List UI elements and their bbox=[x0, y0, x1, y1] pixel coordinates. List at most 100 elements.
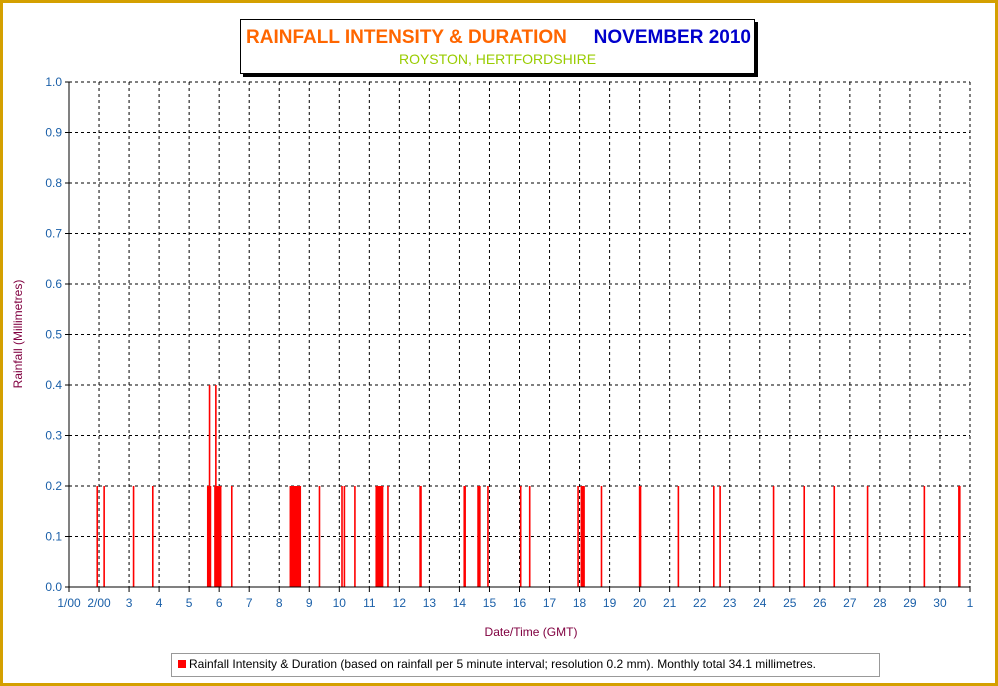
x-tick-label: 5 bbox=[186, 596, 193, 610]
rain-bar bbox=[295, 486, 298, 587]
rain-bar bbox=[719, 486, 721, 587]
y-tick-label: 0.9 bbox=[45, 126, 62, 140]
rain-bar bbox=[318, 486, 321, 587]
rain-bar bbox=[291, 486, 293, 587]
rain-bar bbox=[294, 486, 296, 587]
rain-bar bbox=[103, 486, 105, 587]
rain-bar bbox=[296, 486, 299, 587]
x-tick-label: 27 bbox=[843, 596, 857, 610]
chart-title: RAINFALL INTENSITY & DURATION bbox=[246, 27, 567, 48]
rain-bar bbox=[354, 486, 356, 587]
y-tick-label: 0.6 bbox=[45, 277, 62, 291]
rain-bar bbox=[216, 486, 219, 587]
x-tick-labels: 1/00 2/00 3 4 5 6 7 8 9 10 11 12 13 14 15 16 17 18 19 20 21 2… bbox=[57, 596, 973, 610]
rain-bar bbox=[464, 486, 466, 587]
rain-bar bbox=[209, 486, 212, 587]
rain-bar bbox=[833, 486, 836, 587]
x-tick-label: 9 bbox=[306, 596, 313, 610]
rain-bar bbox=[528, 486, 531, 587]
rain-bar bbox=[463, 486, 466, 587]
rain-bar bbox=[297, 486, 300, 587]
y-tick-label: 0.7 bbox=[45, 227, 62, 241]
rain-bar bbox=[477, 486, 479, 587]
rain-bar bbox=[289, 486, 292, 587]
rain-bar bbox=[218, 486, 221, 587]
rain-bar bbox=[638, 486, 641, 587]
x-tick-label: 13 bbox=[423, 596, 437, 610]
x-tick-label: 19 bbox=[603, 596, 617, 610]
rain-bar bbox=[217, 486, 220, 587]
rain-bar bbox=[381, 486, 384, 587]
rain-bar bbox=[215, 486, 218, 587]
rain-bar bbox=[341, 486, 343, 587]
rainfall-bars bbox=[96, 385, 961, 587]
x-tick-label: 30 bbox=[933, 596, 947, 610]
grid-lines bbox=[69, 81, 971, 587]
rain-bar bbox=[208, 385, 211, 587]
rain-bar bbox=[600, 486, 603, 587]
rain-bar bbox=[96, 486, 99, 587]
month-label: NOVEMBER 2010 bbox=[593, 27, 751, 48]
y-tick-label: 0.2 bbox=[45, 479, 62, 493]
title-box: RAINFALL INTENSITY & DURATION NOVEMBER 2… bbox=[240, 19, 755, 74]
rain-bar bbox=[294, 486, 297, 587]
rain-bar bbox=[583, 486, 585, 587]
legend-text: Rainfall Intensity & Duration (based on … bbox=[189, 657, 816, 671]
x-tick-label: 8 bbox=[276, 596, 283, 610]
x-tick-label: 1/00 bbox=[57, 596, 81, 610]
x-tick-label: 7 bbox=[246, 596, 253, 610]
rain-bar bbox=[582, 486, 584, 587]
rain-bar bbox=[293, 486, 295, 587]
rain-bar bbox=[580, 486, 583, 587]
rain-bar bbox=[215, 385, 217, 587]
rain-bar bbox=[378, 486, 380, 587]
rain-bar bbox=[639, 486, 642, 587]
axes bbox=[65, 81, 971, 592]
x-tick-label: 17 bbox=[543, 596, 557, 610]
legend: Rainfall Intensity & Duration (based on … bbox=[171, 653, 880, 677]
rain-bar bbox=[230, 486, 233, 587]
x-tick-label: 1 bbox=[967, 596, 974, 610]
rain-bar bbox=[290, 486, 293, 587]
rain-bar bbox=[375, 486, 378, 587]
rain-bar bbox=[487, 486, 489, 587]
rain-bar bbox=[299, 486, 302, 587]
rain-bar bbox=[151, 486, 154, 587]
y-tick-label: 1.0 bbox=[45, 75, 62, 89]
rain-bar bbox=[379, 486, 381, 587]
rain-bar bbox=[132, 486, 135, 587]
y-tick-label: 0.0 bbox=[45, 580, 62, 594]
rain-bar bbox=[207, 486, 210, 587]
x-tick-label: 18 bbox=[573, 596, 587, 610]
rain-bar bbox=[923, 486, 926, 587]
x-tick-label: 28 bbox=[873, 596, 887, 610]
rain-bar bbox=[419, 486, 421, 587]
rain-bar bbox=[713, 486, 715, 587]
y-tick-label: 0.5 bbox=[45, 328, 62, 342]
x-tick-label: 6 bbox=[216, 596, 223, 610]
y-tick-label: 0.4 bbox=[45, 378, 62, 392]
rain-bar bbox=[577, 486, 579, 587]
x-tick-label: 21 bbox=[663, 596, 677, 610]
rain-bar bbox=[343, 486, 346, 587]
rain-bar bbox=[292, 486, 294, 587]
rain-bar bbox=[206, 486, 209, 587]
x-tick-label: 15 bbox=[483, 596, 497, 610]
x-tick-label: 14 bbox=[453, 596, 467, 610]
x-tick-label: 22 bbox=[693, 596, 707, 610]
x-tick-label: 2/00 bbox=[87, 596, 111, 610]
x-tick-label: 23 bbox=[723, 596, 737, 610]
rain-bar bbox=[379, 486, 382, 587]
x-tick-label: 29 bbox=[903, 596, 917, 610]
x-axis-title: Date/Time (GMT) bbox=[485, 625, 578, 639]
rain-bar bbox=[677, 486, 680, 587]
y-tick-labels: 0.0 0.1 0.2 0.3 0.4 0.5 0.6 0.7 0.8 0.9 1.0 bbox=[45, 75, 62, 594]
rain-bar bbox=[376, 486, 378, 587]
y-axis-title: Rainfall (Millimetres) bbox=[11, 280, 25, 389]
y-tick-label: 0.8 bbox=[45, 176, 62, 190]
y-tick-label: 0.1 bbox=[45, 530, 62, 544]
rain-bar bbox=[298, 486, 301, 587]
rain-bar bbox=[377, 486, 379, 587]
